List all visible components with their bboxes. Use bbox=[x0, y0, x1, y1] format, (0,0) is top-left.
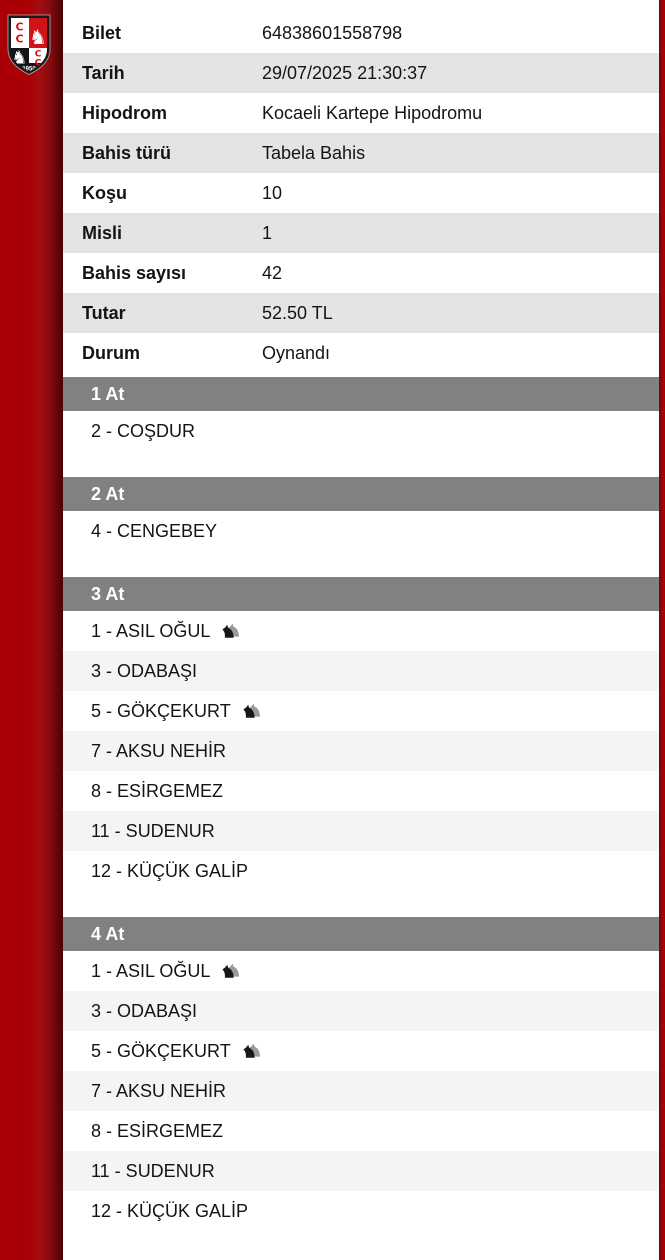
horse-row: 8 - ESİRGEMEZ bbox=[63, 771, 659, 811]
ticket-row-label: Koşu bbox=[82, 183, 127, 203]
logo-letter-c: C bbox=[35, 59, 42, 69]
stablemate-horses-icon bbox=[221, 964, 240, 978]
horse-name: 8 - ESİRGEMEZ bbox=[91, 1121, 224, 1141]
horse-list: 2 - COŞDUR bbox=[63, 411, 659, 451]
ticket-row: Durum Oynandı bbox=[63, 333, 659, 373]
ticket-row-value: 42 bbox=[262, 263, 283, 283]
ticket-row-label: Tutar bbox=[82, 303, 126, 323]
stablemate-horses-icon bbox=[242, 704, 261, 718]
stablemate-horses-icon bbox=[242, 1044, 261, 1058]
horse-row: 5 - GÖKÇEKURT bbox=[63, 691, 659, 731]
horse-row: 5 - GÖKÇEKURT bbox=[63, 1031, 659, 1071]
horse-row: 2 - COŞDUR bbox=[63, 411, 659, 451]
horse-name: 3 - ODABAŞI bbox=[91, 661, 198, 681]
ticket-row-label: Misli bbox=[82, 223, 123, 243]
section-title: 1 At bbox=[91, 384, 125, 404]
race-section: 3 At 1 - ASIL OĞUL 3 - ODABAŞI 5 - GÖKÇEKU… bbox=[63, 577, 659, 891]
ticket-row-label: Bilet bbox=[82, 23, 122, 43]
ticket-row-value: 1 bbox=[262, 223, 273, 243]
horse-name: 11 - SUDENUR bbox=[91, 821, 215, 841]
horse-row: 8 - ESİRGEMEZ bbox=[63, 1111, 659, 1151]
ticket-row-label: Hipodrom bbox=[82, 103, 167, 123]
horse-name: 12 - KÜÇÜK GALİP bbox=[91, 861, 249, 881]
ticket-row-value: 52.50 TL bbox=[262, 303, 333, 323]
ticket-row: Tutar 52.50 TL bbox=[63, 293, 659, 333]
jockey-club-logo-icon: C C ♞ ♞ C C 1950 bbox=[7, 14, 51, 75]
horse-name: 3 - ODABAŞI bbox=[91, 1001, 198, 1021]
race-section: 2 At 4 - CENGEBEY bbox=[63, 477, 659, 551]
horse-name: 1 - ASIL OĞUL bbox=[91, 961, 211, 981]
ticket-row: Bahis sayısı 42 bbox=[63, 253, 659, 293]
ticket-row: Bahis türü Tabela Bahis bbox=[63, 133, 659, 173]
horse-name: 8 - ESİRGEMEZ bbox=[91, 781, 224, 801]
horse-name: 5 - GÖKÇEKURT bbox=[91, 1041, 231, 1061]
logo-letter-c: C bbox=[15, 33, 23, 46]
horse-row: 3 - ODABAŞI bbox=[63, 991, 659, 1031]
ticket-row-label: Bahis türü bbox=[82, 143, 172, 163]
horse-row: 4 - CENGEBEY bbox=[63, 511, 659, 551]
section-header: 1 At bbox=[63, 377, 659, 411]
horse-name: 5 - GÖKÇEKURT bbox=[91, 701, 231, 721]
horse-name: 1 - ASIL OĞUL bbox=[91, 621, 211, 641]
horse-row: 11 - SUDENUR bbox=[63, 811, 659, 851]
horse-name: 7 - AKSU NEHİR bbox=[91, 1081, 227, 1101]
horse-row: 3 - ODABAŞI bbox=[63, 651, 659, 691]
horse-name: 12 - KÜÇÜK GALİP bbox=[91, 1201, 249, 1221]
horse-name: 4 - CENGEBEY bbox=[91, 521, 218, 541]
horse-row: 7 - AKSU NEHİR bbox=[63, 731, 659, 771]
horse-name: 2 - COŞDUR bbox=[91, 421, 196, 441]
race-section: 1 At 2 - COŞDUR bbox=[63, 377, 659, 451]
horse-name: 11 - SUDENUR bbox=[91, 1161, 215, 1181]
section-title: 2 At bbox=[91, 484, 125, 504]
logo-year: 1950 bbox=[22, 67, 36, 73]
stablemate-horses-icon bbox=[221, 624, 240, 638]
logo-letter-c: C bbox=[35, 50, 42, 60]
horse-list: 4 - CENGEBEY bbox=[63, 511, 659, 551]
horse-list: 1 - ASIL OĞUL 3 - ODABAŞI 5 - GÖKÇEKURT 7… bbox=[63, 611, 659, 891]
ticket-row-value: 10 bbox=[262, 183, 283, 203]
ticket-row-value: 29/07/2025 21:30:37 bbox=[262, 63, 428, 83]
ticket-row: Koşu 10 bbox=[63, 173, 659, 213]
knight-horse-icon: ♞ bbox=[29, 27, 47, 49]
horse-row: 11 - SUDENUR bbox=[63, 1151, 659, 1191]
ticket-row: Hipodrom Kocaeli Kartepe Hipodromu bbox=[63, 93, 659, 133]
ticket-row-value: Tabela Bahis bbox=[262, 143, 366, 163]
race-section: 4 At 1 - ASIL OĞUL 3 - ODABAŞI 5 - GÖKÇEKU… bbox=[63, 917, 659, 1231]
section-header: 3 At bbox=[63, 577, 659, 611]
ticket-row-label: Tarih bbox=[82, 63, 125, 83]
ticket-row: Misli 1 bbox=[63, 213, 659, 253]
ticket-row-value: 64838601558798 bbox=[262, 23, 403, 43]
section-header: 2 At bbox=[63, 477, 659, 511]
section-title: 3 At bbox=[91, 584, 125, 604]
section-header: 4 At bbox=[63, 917, 659, 951]
horse-list: 1 - ASIL OĞUL 3 - ODABAŞI 5 - GÖKÇEKURT 7… bbox=[63, 951, 659, 1231]
sections: 1 At 2 - COŞDUR 2 At 4 - CENGEBEY 3 At 1 - AS… bbox=[63, 377, 659, 1231]
section-title: 4 At bbox=[91, 924, 125, 944]
ticket-row-value: Kocaeli Kartepe Hipodromu bbox=[262, 103, 483, 123]
left-red-border bbox=[0, 0, 63, 1260]
horse-row: 7 - AKSU NEHİR bbox=[63, 1071, 659, 1111]
ticket-content: Bilet 64838601558798 Tarih 29/07/2025 21:30… bbox=[63, 0, 659, 1260]
right-red-border bbox=[659, 0, 665, 1260]
ticket-table: Bilet 64838601558798 Tarih 29/07/2025 21:30… bbox=[63, 0, 659, 373]
horse-name: 7 - AKSU NEHİR bbox=[91, 741, 227, 761]
horse-row: 12 - KÜÇÜK GALİP bbox=[63, 1191, 659, 1231]
ticket-row-label: Durum bbox=[82, 343, 140, 363]
horse-row: 12 - KÜÇÜK GALİP bbox=[63, 851, 659, 891]
horse-row: 1 - ASIL OĞUL bbox=[63, 611, 659, 651]
ticket-row-label: Bahis sayısı bbox=[82, 263, 187, 283]
knight-horse-icon: ♞ bbox=[11, 48, 27, 68]
logo-letter-c: C bbox=[15, 21, 23, 34]
ticket-row: Bilet 64838601558798 bbox=[63, 13, 659, 53]
ticket-row-value: Oynandı bbox=[262, 343, 331, 363]
horse-row: 1 - ASIL OĞUL bbox=[63, 951, 659, 991]
ticket-row: Tarih 29/07/2025 21:30:37 bbox=[63, 53, 659, 93]
